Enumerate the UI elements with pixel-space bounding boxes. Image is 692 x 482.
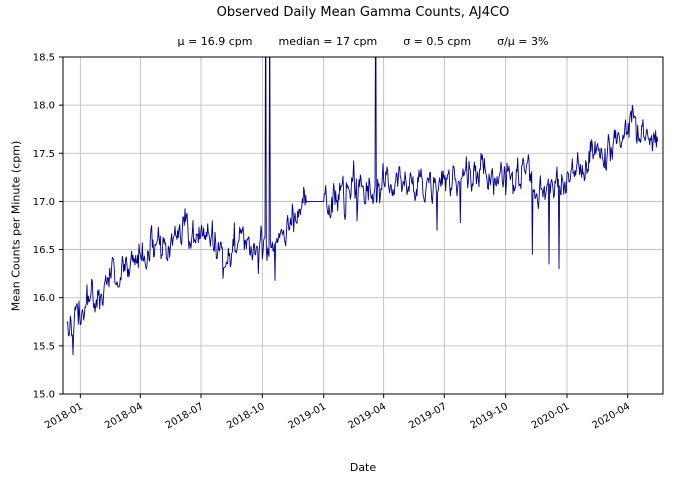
svg-text:2019-10: 2019-10 [468,401,510,431]
svg-text:15.0: 15.0 [33,390,55,401]
svg-text:2018-01: 2018-01 [43,401,85,431]
svg-text:2020-01: 2020-01 [530,401,572,431]
svg-text:18.5: 18.5 [33,53,55,64]
x-axis-label: Date [349,461,377,474]
chart-subtitle: μ = 16.9 cpm median = 17 cpm σ = 0.5 cpm… [63,35,663,48]
svg-text:16.5: 16.5 [33,245,55,256]
svg-text:18.0: 18.0 [33,101,55,112]
stat-sigma-over-mu: σ/μ = 3% [497,35,549,48]
stat-median: median = 17 cpm [278,35,378,48]
svg-text:16.0: 16.0 [33,293,55,304]
stat-mean: μ = 16.9 cpm [177,35,253,48]
svg-text:2018-04: 2018-04 [103,401,145,431]
chart-title: Observed Daily Mean Gamma Counts, AJ4CO [216,5,510,20]
svg-text:2020-04: 2020-04 [590,401,632,431]
svg-text:2019-01: 2019-01 [286,401,328,431]
svg-text:17.0: 17.0 [33,197,55,208]
svg-text:2018-10: 2018-10 [225,401,267,431]
svg-text:2019-04: 2019-04 [346,401,388,431]
stat-sigma: σ = 0.5 cpm [403,35,472,48]
svg-text:2018-07: 2018-07 [164,401,206,431]
svg-text:17.5: 17.5 [33,149,55,160]
svg-text:15.5: 15.5 [33,341,55,352]
svg-text:2019-07: 2019-07 [407,401,449,431]
